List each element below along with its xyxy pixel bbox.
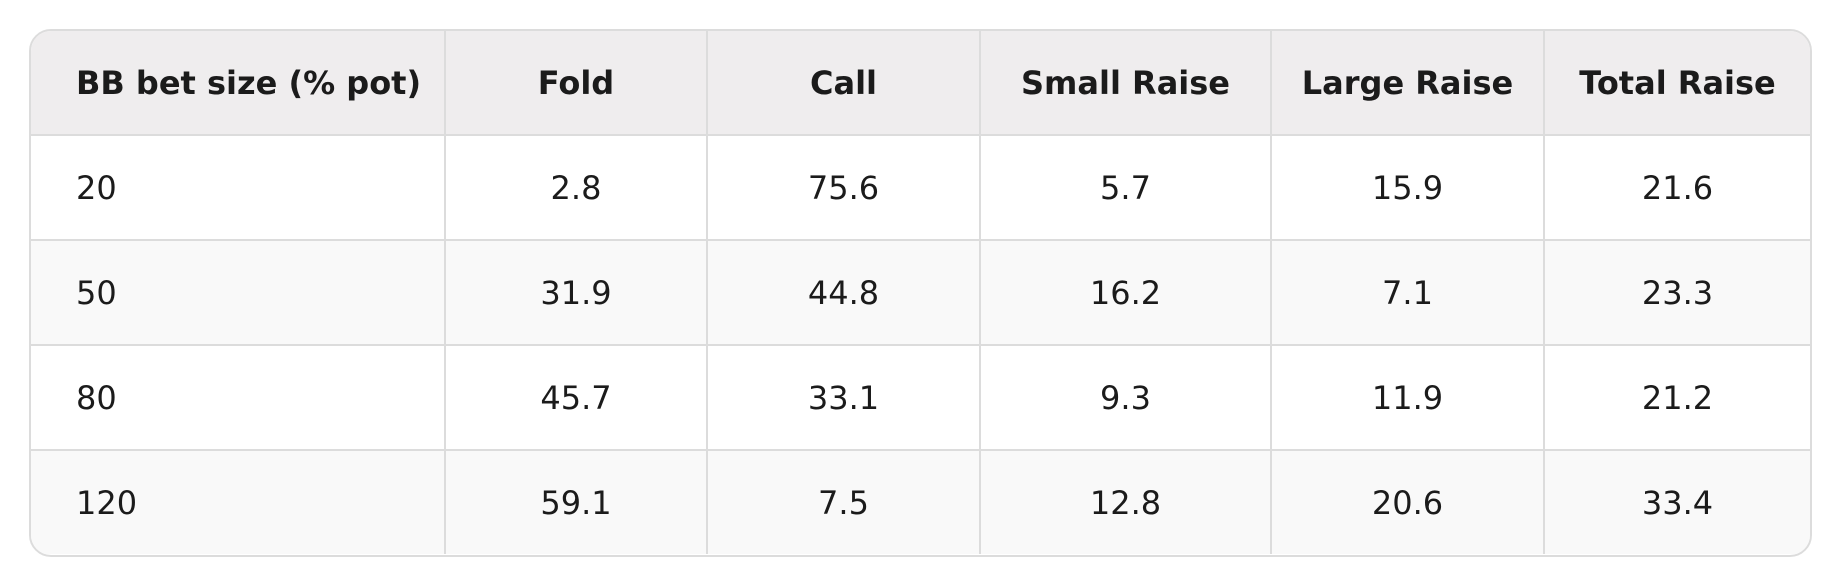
table-cell: 11.9 <box>1271 345 1545 451</box>
header-cell: Small Raise <box>980 31 1272 136</box>
table-row: 50 31.9 44.8 16.2 7.1 23.3 <box>31 240 1810 346</box>
table-cell: 7.1 <box>1271 240 1545 346</box>
table-row: 120 59.1 7.5 12.8 20.6 33.4 <box>31 450 1810 554</box>
header-cell: Total Raise <box>1544 31 1810 136</box>
table-cell: 21.6 <box>1544 135 1810 241</box>
header-row: BB bet size (% pot) Fold Call Small Raise La… <box>31 31 1810 136</box>
table-card: BB bet size (% pot) Fold Call Small Raise La… <box>29 29 1812 557</box>
table-cell: 31.9 <box>445 240 708 346</box>
table-cell: 20 <box>31 135 446 241</box>
table-cell: 50 <box>31 240 446 346</box>
table-cell: 44.8 <box>707 240 981 346</box>
table-body: 20 2.8 75.6 5.7 15.9 21.6 50 31.9 44.8 16.2 7.1 23.… <box>31 135 1810 554</box>
header-cell: Fold <box>445 31 708 136</box>
table-cell: 2.8 <box>445 135 708 241</box>
table-cell: 15.9 <box>1271 135 1545 241</box>
data-table: BB bet size (% pot) Fold Call Small Raise La… <box>31 31 1810 554</box>
header-cell: BB bet size (% pot) <box>31 31 446 136</box>
table-cell: 7.5 <box>707 450 981 554</box>
table-cell: 59.1 <box>445 450 708 554</box>
header-cell: Large Raise <box>1271 31 1545 136</box>
table-row: 80 45.7 33.1 9.3 11.9 21.2 <box>31 345 1810 451</box>
table-cell: 9.3 <box>980 345 1272 451</box>
header-cell: Call <box>707 31 981 136</box>
table-cell: 45.7 <box>445 345 708 451</box>
table-cell: 75.6 <box>707 135 981 241</box>
table-cell: 80 <box>31 345 446 451</box>
table-cell: 33.4 <box>1544 450 1810 554</box>
table-cell: 21.2 <box>1544 345 1810 451</box>
table-cell: 20.6 <box>1271 450 1545 554</box>
table-row: 20 2.8 75.6 5.7 15.9 21.6 <box>31 135 1810 241</box>
table-cell: 33.1 <box>707 345 981 451</box>
table-cell: 23.3 <box>1544 240 1810 346</box>
table-cell: 12.8 <box>980 450 1272 554</box>
table-cell: 5.7 <box>980 135 1272 241</box>
table-cell: 16.2 <box>980 240 1272 346</box>
table-cell: 120 <box>31 450 446 554</box>
